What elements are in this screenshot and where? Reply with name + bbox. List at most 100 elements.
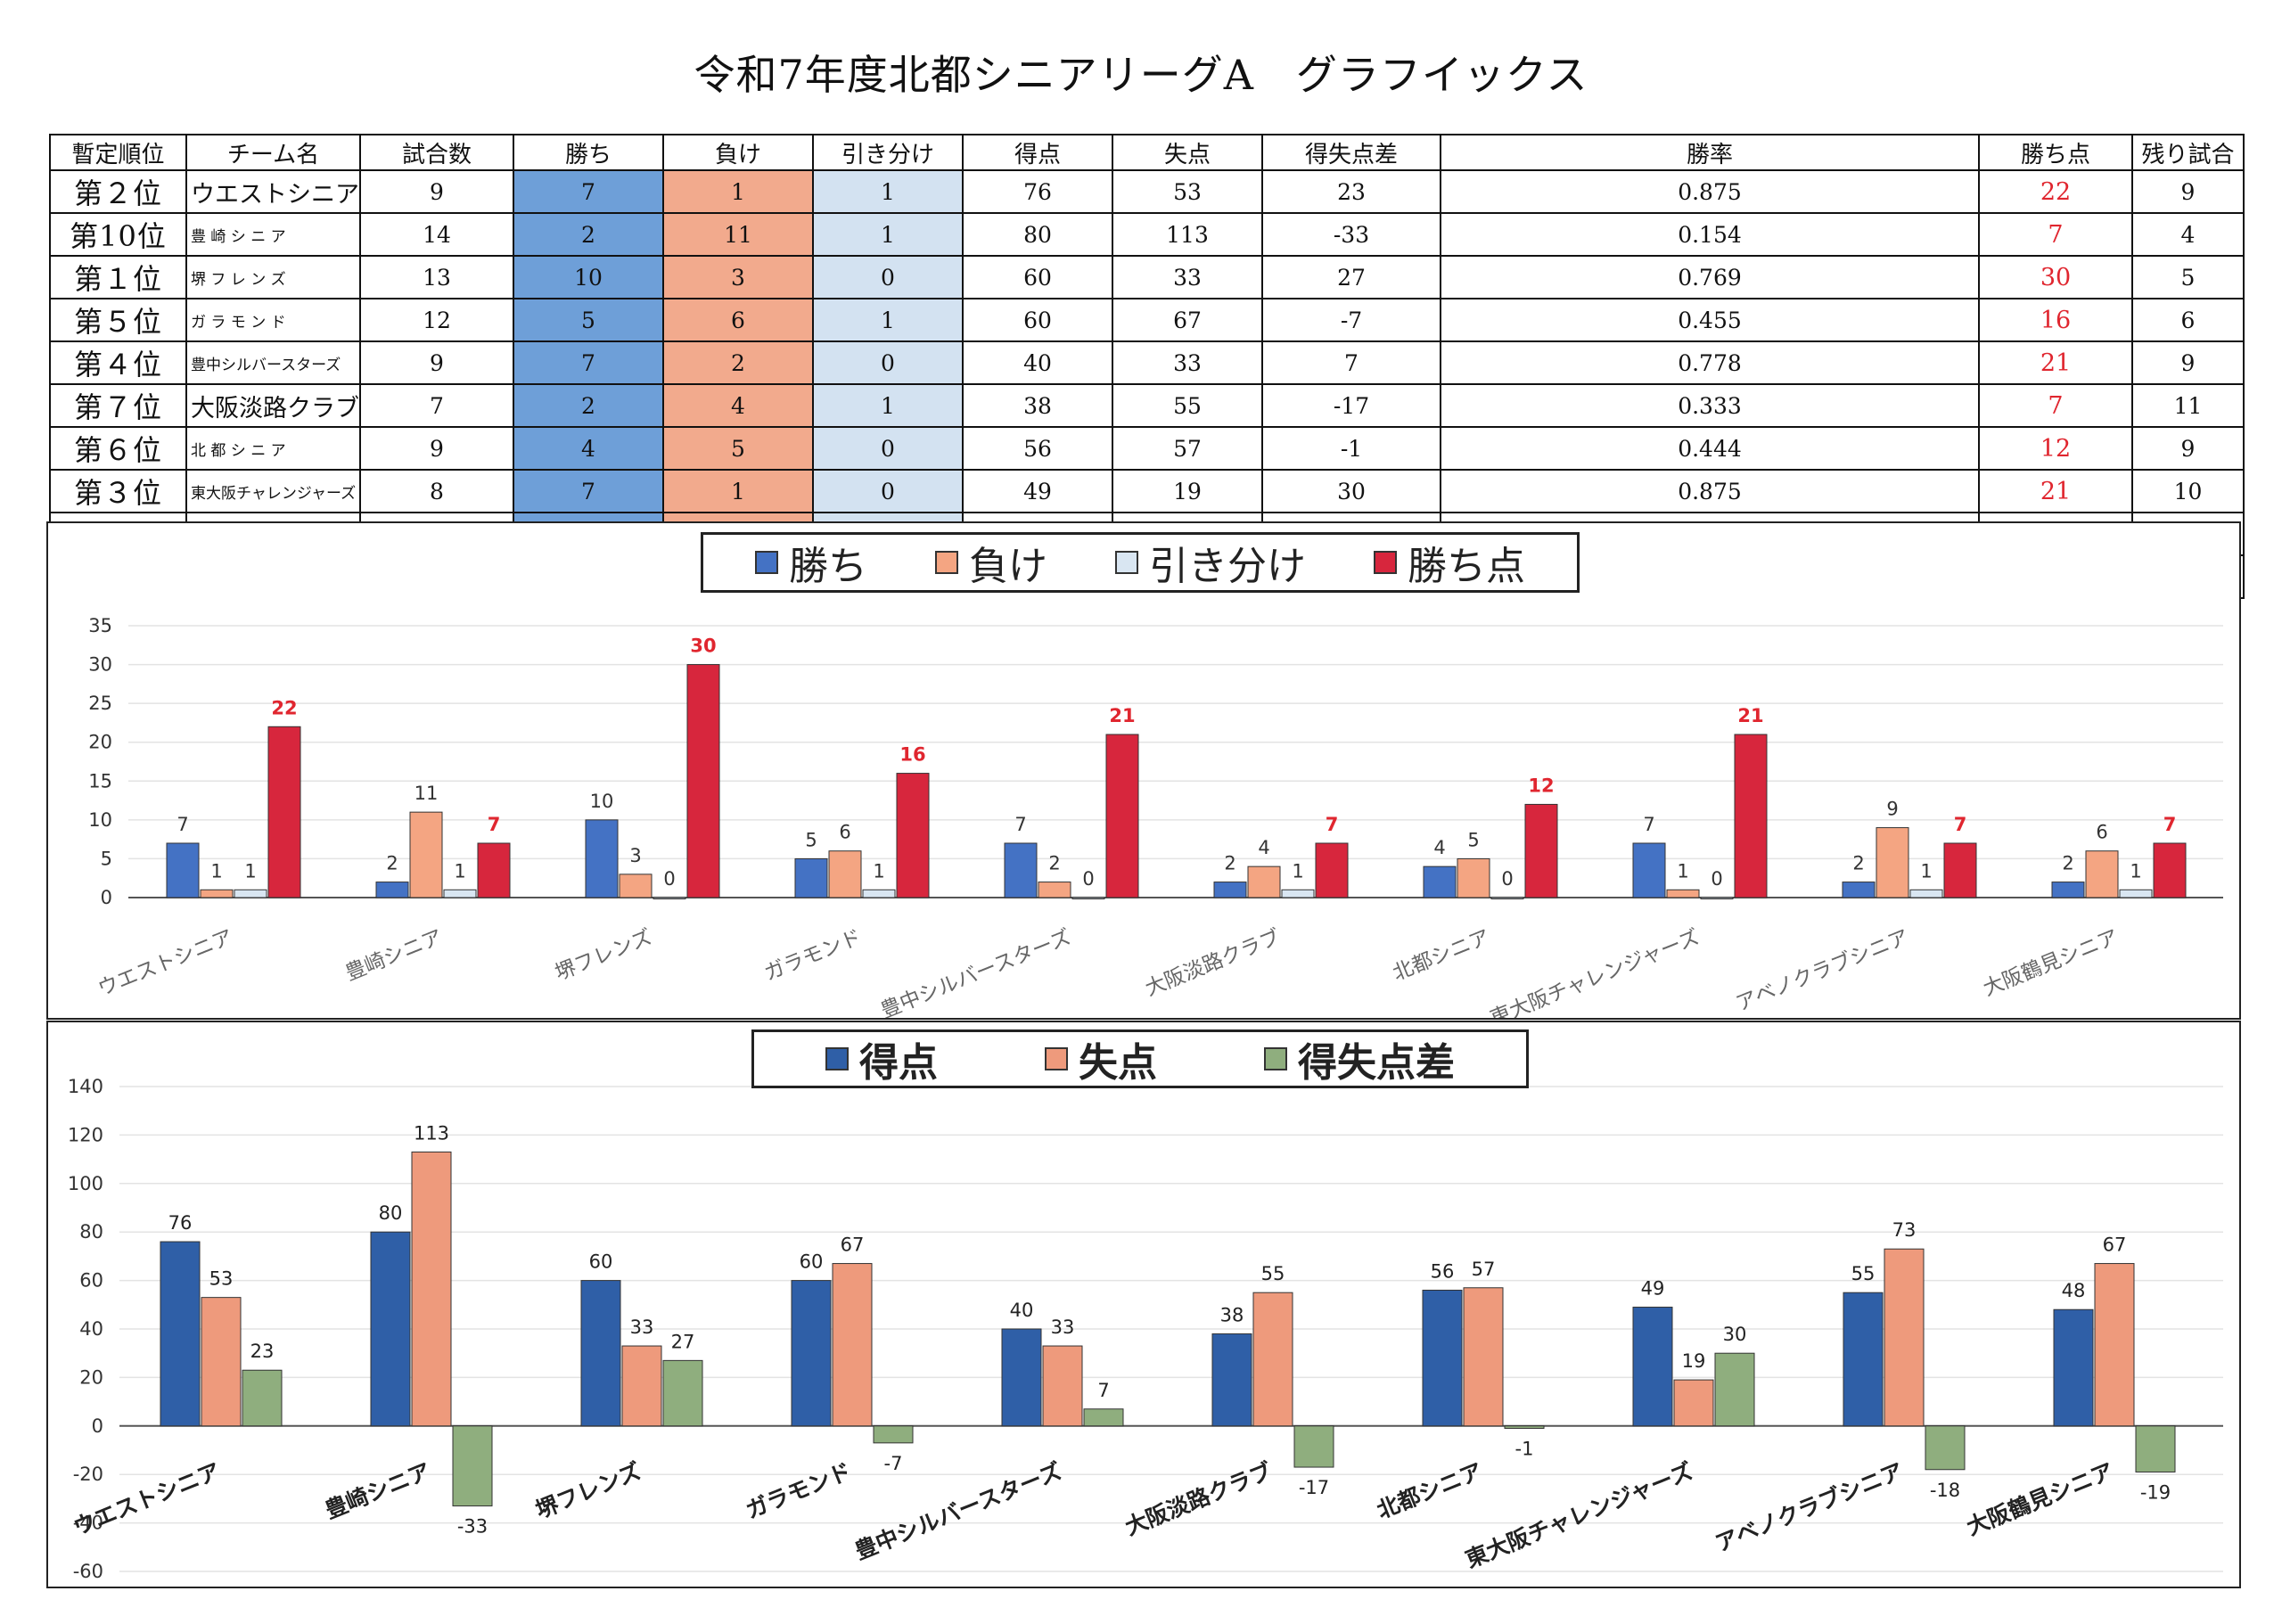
y-tick-label: 120 [68,1124,103,1145]
data-label-points: 30 [690,636,716,657]
table-row: 第７位 大阪淡路クラブ 7 2 4 1 38 55 -17 0.333 7 11 [49,383,2245,428]
header-wins: 勝ち [513,134,664,171]
data-label-runs: 80 [379,1202,403,1224]
cell-games: 13 [359,255,514,299]
category-label: 豊崎シニア [342,925,446,985]
bar-wins [794,857,828,898]
cell-remaining: 10 [2131,469,2245,513]
bar-losses [1666,889,1700,898]
y-tick-label: 20 [88,732,112,753]
bar-diff [1083,1408,1124,1427]
bar-points [1734,734,1768,898]
y-tick-label: 10 [88,809,112,831]
data-label-wins: 2 [1852,853,1864,874]
bar-allowed [2094,1263,2135,1427]
cell-wins: 4 [513,426,664,471]
header-losses: 負け [662,134,814,171]
table-row: 第５位ガ ラ モ ン ド 12 5 6 1 60 67 -7 0.455 16 6 [49,298,2245,342]
bar-runs [1422,1289,1463,1427]
cell-pct: 0.875 [1440,469,1980,513]
cell-rank: 第２位 [49,169,187,214]
y-tick-label: 25 [88,693,112,714]
cell-diff: -7 [1261,298,1441,342]
data-label-losses: 6 [839,822,850,843]
cell-runs: 49 [962,469,1113,513]
data-label-points: 12 [1528,775,1554,796]
cell-draws: 0 [812,340,964,385]
bar-wins [166,842,200,898]
bar-runs [370,1231,411,1427]
legend-swatch-points [1374,551,1397,574]
y-tick-label: -20 [73,1464,103,1485]
bar-wins [1842,882,1876,898]
data-label-runs: 56 [1431,1260,1455,1282]
cell-points: 16 [1978,298,2133,342]
legend-label-points: 勝ち点 [1408,544,1525,589]
cell-losses: 1 [662,169,814,214]
legend-swatch-draws [1115,551,1138,574]
cell-draws: 1 [812,169,964,214]
cell-games: 9 [359,169,514,214]
y-tick-label: 0 [101,887,112,908]
category-label: 豊中シルバースターズ [877,925,1074,1018]
data-label-diff: -19 [2140,1481,2171,1503]
cell-rank: 第４位 [49,340,187,385]
category-label: 東大阪チャレンジャーズ [1487,925,1703,1018]
cell-remaining: 9 [2131,340,2245,385]
category-label: 東大阪チャレンジャーズ [1462,1458,1696,1573]
data-label-allowed: 33 [1051,1316,1075,1338]
bar-diff [1293,1425,1334,1468]
data-label-points: 7 [1326,814,1339,835]
cell-draws: 1 [812,298,964,342]
category-label: 豊崎シニア [321,1458,434,1524]
y-tick-label: -60 [73,1561,103,1582]
cell-rank: 第７位 [49,383,187,428]
cell-points: 7 [1978,212,2133,257]
cell-pct: 0.875 [1440,169,1980,214]
header-rank: 暫定順位 [49,134,187,171]
cell-points: 22 [1978,169,2133,214]
data-label-draws: 0 [663,868,675,890]
bar-losses [1038,882,1071,898]
header-remaining: 残り試合 [2131,134,2245,171]
cell-draws: 1 [812,383,964,428]
data-label-losses: 9 [1886,799,1898,820]
cell-allowed: 55 [1112,383,1263,428]
data-label-allowed: 113 [414,1122,449,1144]
cell-allowed: 19 [1112,469,1263,513]
cell-points: 7 [1978,383,2133,428]
record-chart-legend: 勝ち 負け 引き分け 勝ち点 [701,532,1580,593]
cell-team: 北 都 シ ニ ア [185,426,361,471]
bar-points [477,842,511,898]
table-header-row: 暫定順位 チーム名 試合数 勝ち 負け 引き分け 得点 失点 得失点差 勝率 勝… [49,134,2245,171]
data-label-points: 7 [1954,814,1967,835]
cell-diff: -33 [1261,212,1441,257]
cell-allowed: 57 [1112,426,1263,471]
cell-runs: 38 [962,383,1113,428]
cell-losses: 1 [662,469,814,513]
bar-points [1943,842,1977,898]
bar-draws [1071,897,1105,899]
y-tick-label: 80 [79,1221,103,1243]
legend-item-losses: 負け [935,534,1047,591]
cell-team: ウエストシニア [185,169,361,214]
data-label-wins: 4 [1433,837,1445,858]
cell-draws: 0 [812,255,964,299]
bar-points [896,773,930,898]
data-label-diff: -1 [1515,1439,1534,1460]
y-tick-label: 40 [79,1318,103,1340]
bar-wins [1632,842,1666,898]
data-label-draws: 1 [2130,860,2141,882]
bar-losses [409,811,443,898]
page-title: 令和7年度北都シニアリーグA グラフイックス [694,51,1588,99]
data-label-points: 21 [1109,705,1135,726]
cell-draws: 0 [812,469,964,513]
cell-rank: 第５位 [49,298,187,342]
data-label-wins: 2 [2062,853,2073,874]
bar-points [686,664,720,898]
bar-diff [1504,1425,1545,1430]
cell-remaining: 4 [2131,212,2245,257]
cell-games: 14 [359,212,514,257]
category-label: 堺フレンズ [552,925,655,985]
y-tick-label: 5 [101,848,112,869]
